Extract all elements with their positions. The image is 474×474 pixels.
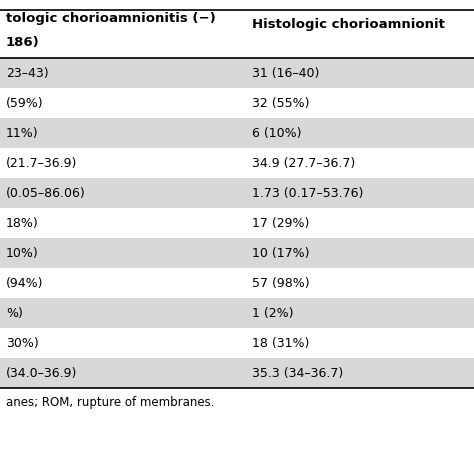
Text: 10 (17%): 10 (17%): [253, 246, 310, 259]
Text: 1 (2%): 1 (2%): [253, 307, 294, 319]
Bar: [0, 58, 474, 88]
Bar: [0, 178, 474, 208]
Text: 30%): 30%): [6, 337, 39, 349]
Text: (34.0–36.9): (34.0–36.9): [6, 366, 77, 380]
Text: (21.7–36.9): (21.7–36.9): [6, 156, 77, 170]
Text: (59%): (59%): [6, 97, 44, 109]
Text: Histologic chorioamnionit: Histologic chorioamnionit: [253, 18, 446, 30]
Text: 1.73 (0.17–53.76): 1.73 (0.17–53.76): [253, 186, 364, 200]
Bar: [0, 298, 474, 328]
Text: 57 (98%): 57 (98%): [253, 276, 310, 290]
Text: %): %): [6, 307, 23, 319]
Bar: [0, 238, 474, 268]
Text: 186): 186): [6, 36, 40, 49]
Text: tologic chorioamnionitis (−): tologic chorioamnionitis (−): [6, 12, 216, 25]
Text: 6 (10%): 6 (10%): [253, 127, 302, 139]
Text: 10%): 10%): [6, 246, 39, 259]
Text: 18 (31%): 18 (31%): [253, 337, 310, 349]
Text: 11%): 11%): [6, 127, 38, 139]
Text: 18%): 18%): [6, 217, 39, 229]
Text: (0.05–86.06): (0.05–86.06): [6, 186, 86, 200]
Text: 32 (55%): 32 (55%): [253, 97, 310, 109]
Text: 23–43): 23–43): [6, 66, 49, 80]
Bar: [0, 358, 474, 388]
Text: 34.9 (27.7–36.7): 34.9 (27.7–36.7): [253, 156, 356, 170]
Text: anes; ROM, rupture of membranes.: anes; ROM, rupture of membranes.: [6, 396, 215, 409]
Text: 17 (29%): 17 (29%): [253, 217, 310, 229]
Text: 31 (16–40): 31 (16–40): [253, 66, 320, 80]
Bar: [0, 118, 474, 148]
Text: (94%): (94%): [6, 276, 44, 290]
Text: 35.3 (34–36.7): 35.3 (34–36.7): [253, 366, 344, 380]
